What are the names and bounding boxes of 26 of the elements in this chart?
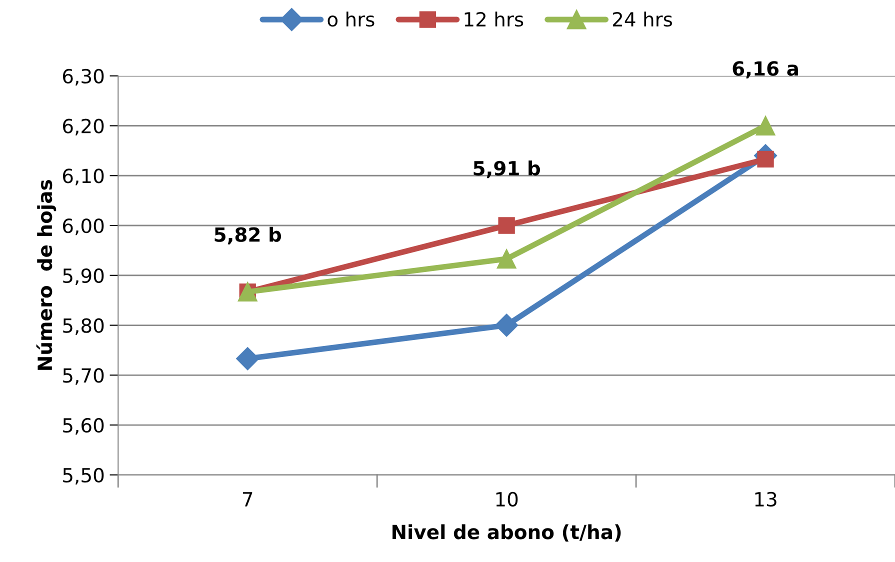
point (495, 314, 518, 337)
y-tick-label: 6,20 (63, 118, 104, 136)
x-tick-label: 13 (755, 492, 776, 507)
annotation: 6,16 a (732, 61, 798, 78)
legend-label: o hrs (328, 12, 374, 27)
y-tick-label: 5,50 (63, 468, 104, 485)
y-tick-label: 5,90 (63, 268, 104, 286)
y-tick-label: 5,70 (63, 368, 104, 385)
x-tick-label: 10 (496, 492, 518, 507)
annotation: 5,91 b (474, 160, 540, 178)
y-tick-label: 6,00 (63, 218, 104, 236)
y-tick-label: 5,80 (63, 318, 104, 335)
legend-label: 24 hrs (612, 12, 672, 27)
x-tick-label: 7 (243, 492, 252, 506)
x-axis-title: Nivel de abono (t/ha) (392, 524, 621, 542)
y-tick-label: 6,10 (63, 168, 104, 186)
y-tick-label: 5,60 (63, 418, 104, 435)
point (756, 116, 776, 136)
y-axis-title: Número de hojas (36, 180, 56, 370)
point (757, 150, 774, 168)
y-tick-label: 6,30 (63, 68, 104, 86)
legend-label: 12 hrs (464, 12, 524, 27)
annotation: 5,82 b (214, 226, 282, 244)
point (236, 347, 260, 370)
point (498, 217, 515, 234)
point (496, 249, 516, 269)
